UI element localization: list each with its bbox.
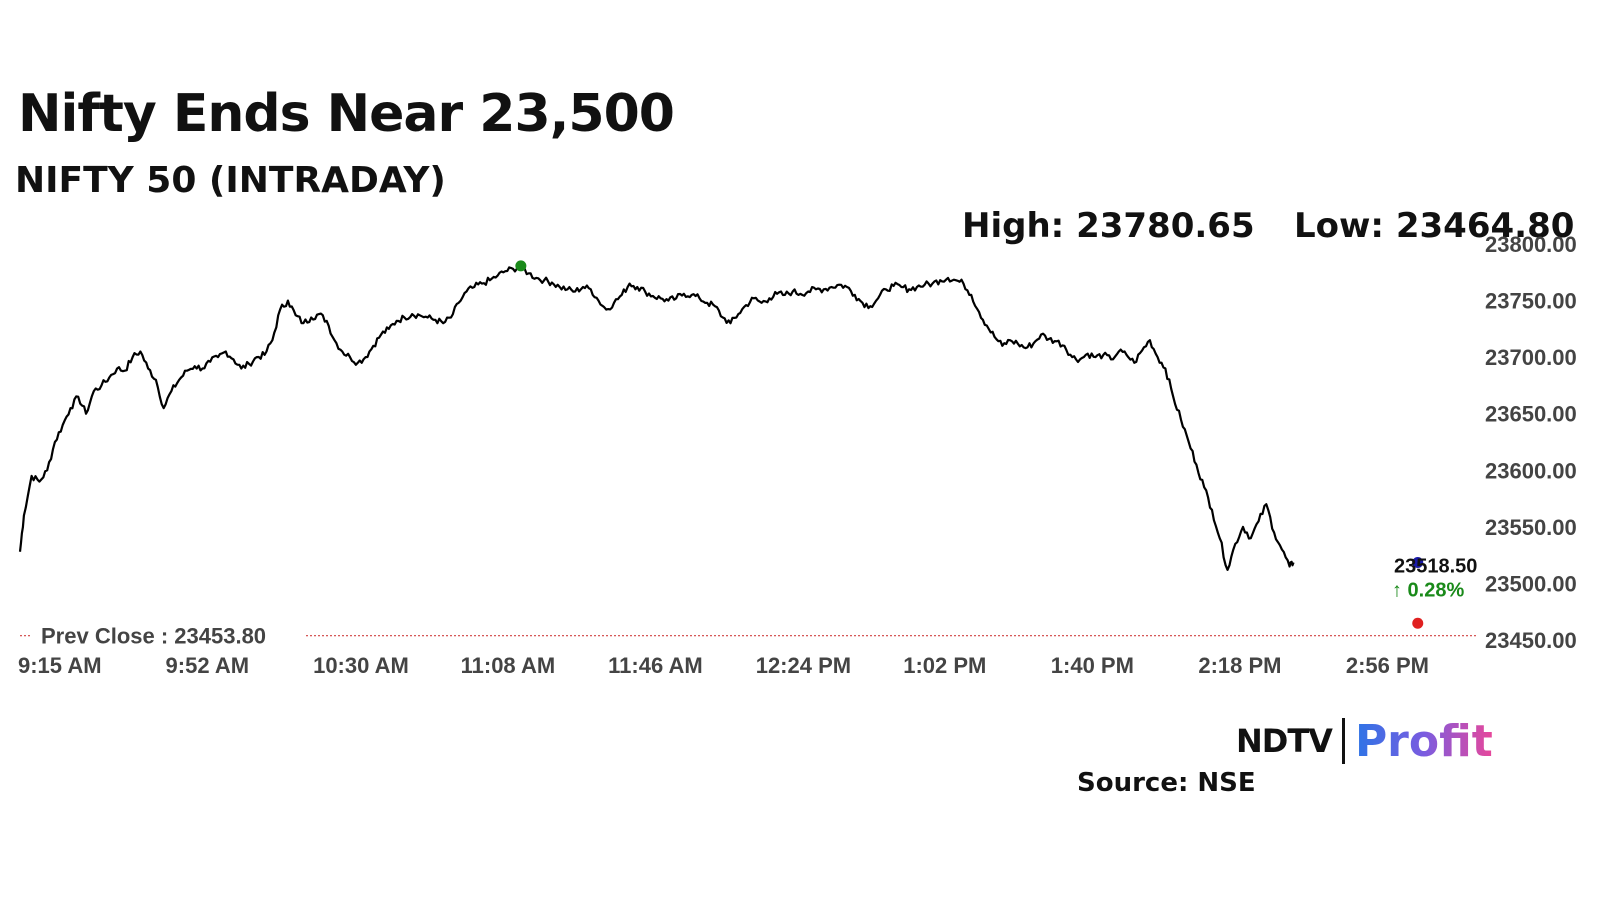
prev-close-label: Prev Close : 23453.80 [41, 624, 266, 649]
plot-area: Prev Close : 23453.80 23518.50↑ 0.28% [18, 260, 1478, 649]
y-tick-label: 23500.00 [1485, 571, 1577, 596]
x-tick-label: 11:08 AM [461, 653, 556, 678]
last-value-label: 23518.50 [1394, 555, 1477, 577]
axis-labels: 23800.00 23750.00 23700.00 23650.00 23600.00… [18, 232, 1577, 678]
x-tick-label: 11:46 AM [608, 653, 703, 678]
y-tick-label: 23600.00 [1485, 458, 1577, 483]
high-label: High: 23780.65 [962, 206, 1255, 246]
series-line [18, 263, 1295, 571]
low-label: Low: 23464.80 [1294, 206, 1575, 246]
last-marker [1412, 556, 1424, 568]
x-tick-label: 9:52 AM [166, 653, 250, 678]
y-tick-label: 23550.00 [1485, 515, 1577, 540]
chart-subtitle: NIFTY 50 (INTRADAY) [15, 160, 446, 201]
low-marker [1412, 617, 1424, 629]
y-tick-label: 23650.00 [1485, 402, 1577, 427]
y-tick-label: 23700.00 [1485, 345, 1577, 370]
x-tick-label: 1:02 PM [903, 653, 986, 678]
logo-ndtv-text: NDTV [1236, 722, 1333, 760]
y-tick-label: 23800.00 [1485, 232, 1577, 257]
source-label: Source: NSE [1077, 768, 1256, 798]
logo-profit-text: Profit [1354, 715, 1493, 767]
x-tick-label: 12:24 PM [756, 653, 851, 678]
x-tick-label: 2:56 PM [1346, 653, 1429, 678]
change-label: ↑ 0.28% [1392, 579, 1464, 601]
x-tick-label: 1:40 PM [1051, 653, 1134, 678]
logo-divider [1341, 718, 1345, 764]
y-tick-label: 23750.00 [1485, 289, 1577, 314]
high-marker [515, 260, 527, 272]
chart-title: Nifty Ends Near 23,500 [18, 84, 675, 144]
x-tick-label: 2:18 PM [1198, 653, 1281, 678]
x-tick-label: 10:30 AM [313, 653, 409, 678]
y-tick-label: 23450.00 [1485, 628, 1577, 653]
ndtv-profit-logo: NDTV Profit [1236, 715, 1493, 767]
x-tick-label: 9:15 AM [18, 653, 102, 678]
